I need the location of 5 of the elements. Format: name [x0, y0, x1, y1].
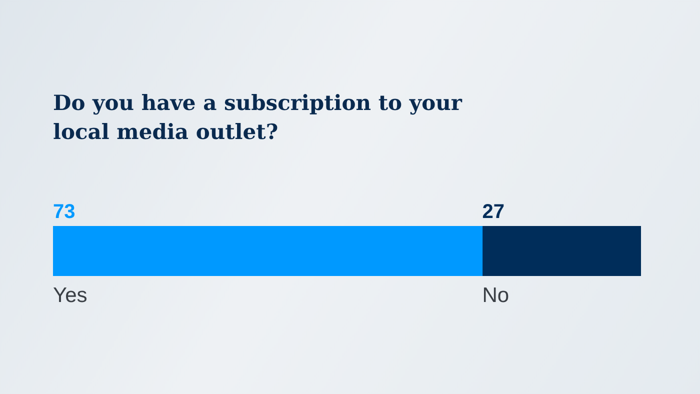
chart-title: Do you have a subscription to your local media outlet? — [53, 89, 464, 146]
data-label: 27 — [482, 201, 504, 223]
series-label: No — [482, 284, 510, 307]
series-label: Yes — [53, 284, 88, 307]
data-label: 73 — [53, 201, 76, 223]
